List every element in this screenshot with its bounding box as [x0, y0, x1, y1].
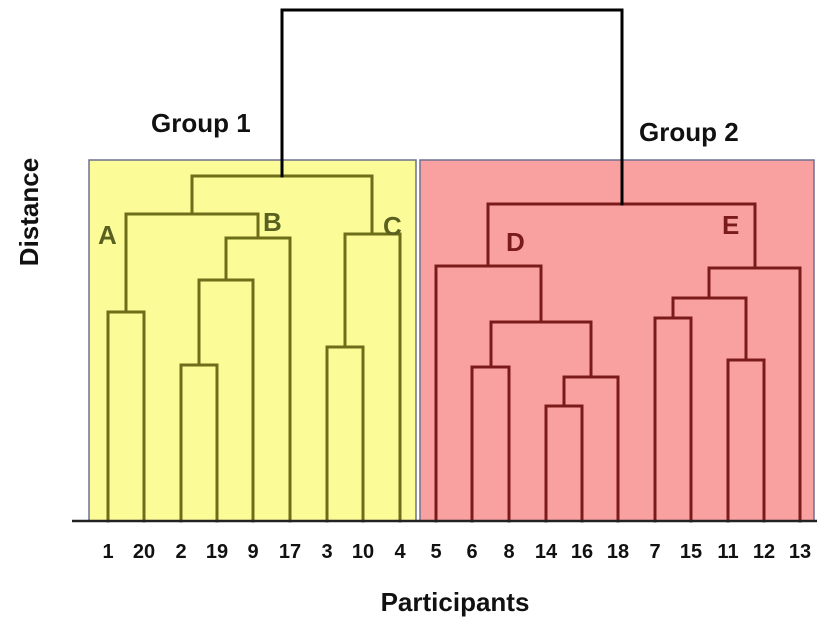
branch-b [224, 236, 292, 523]
leaf-label: 10 [352, 541, 374, 563]
leaf-label: 2 [175, 541, 186, 563]
cluster-label-e: E [722, 210, 739, 240]
leaf-label: 18 [607, 541, 629, 563]
leaf-label: 19 [206, 541, 228, 563]
leaf-label: 13 [789, 541, 811, 563]
leaf-label: 9 [247, 541, 258, 563]
leaf-label: 14 [535, 541, 558, 563]
leaf-label: 15 [680, 541, 702, 563]
leaf-label: 6 [466, 541, 477, 563]
leaf-label: 4 [394, 541, 406, 563]
group-1-label: Group 1 [151, 108, 251, 138]
cluster-label-a: A [98, 220, 117, 250]
cluster-label-d: D [506, 227, 525, 257]
leaf-label: 11 [717, 541, 738, 563]
leaf-label: 5 [430, 541, 441, 563]
leaf-label: 8 [503, 541, 514, 563]
leaf-label: 1 [102, 541, 113, 563]
leaf-labels: 1 20 2 19 9 17 3 10 4 5 6 8 14 16 18 7 1… [102, 541, 811, 563]
x-axis-label: Participants [381, 587, 530, 617]
leaf-label: 3 [321, 541, 332, 563]
branch-root [280, 8, 624, 206]
group-1-branches [106, 174, 402, 523]
cluster-label-c: C [383, 211, 402, 241]
leaf-label: 16 [571, 541, 593, 563]
group-2-label: Group 2 [639, 117, 739, 147]
cluster-label-b: B [263, 207, 282, 237]
y-axis-label: Distance [14, 158, 44, 266]
leaf-label: 7 [649, 541, 660, 563]
leaf-label: 12 [753, 541, 775, 563]
leaf-label: 17 [279, 541, 301, 563]
leaf-label: 20 [133, 541, 155, 563]
